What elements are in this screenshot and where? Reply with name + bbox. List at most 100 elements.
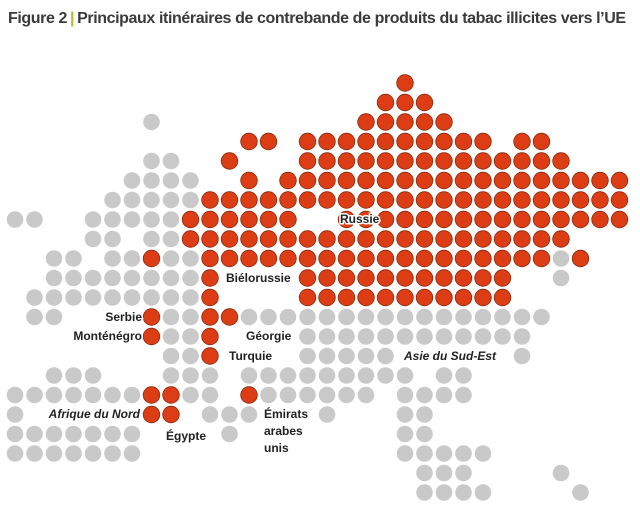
route-dot (337, 269, 356, 287)
route-dot (162, 386, 180, 404)
route-dot (279, 249, 297, 268)
route-dot (513, 230, 531, 248)
land-dot (299, 328, 316, 345)
route-dot (454, 288, 473, 307)
land-dot (416, 464, 433, 482)
land-dot (455, 308, 472, 326)
land-dot (240, 308, 258, 326)
land-dot (474, 445, 492, 462)
route-dot (279, 191, 297, 209)
route-dot (532, 249, 551, 268)
land-dot (84, 445, 102, 462)
land-dot (435, 445, 453, 462)
land-dot (377, 367, 394, 384)
route-dot (279, 230, 297, 248)
land-dot (65, 289, 82, 306)
route-dot (415, 249, 434, 268)
route-dot (435, 269, 453, 287)
land-dot (279, 308, 297, 326)
land-dot (123, 191, 141, 209)
land-dot (533, 308, 550, 326)
route-dot (474, 132, 492, 151)
route-dot (357, 191, 375, 209)
route-dot (454, 210, 473, 229)
land-dot (143, 269, 160, 287)
land-dot (162, 191, 180, 209)
land-dot (299, 308, 316, 326)
land-dot (182, 191, 199, 209)
land-dot (84, 211, 102, 228)
route-dot (298, 269, 317, 287)
route-dot (454, 249, 473, 268)
route-dot (181, 230, 200, 248)
land-dot (416, 445, 433, 462)
route-dot (474, 171, 492, 190)
route-dot (415, 152, 434, 170)
route-dot (532, 171, 551, 190)
route-dot (435, 132, 453, 151)
land-dot (182, 269, 199, 287)
land-dot (26, 308, 43, 326)
label: Émirats arabes unis (264, 406, 308, 455)
route-dot (318, 288, 336, 307)
land-dot (162, 289, 180, 306)
route-dot (357, 132, 375, 151)
land-dot (396, 425, 414, 443)
land-dot (45, 445, 63, 462)
land-dot (455, 464, 472, 482)
label: Asie du Sud-Est (403, 349, 497, 363)
route-dot (298, 288, 317, 307)
land-dot (182, 308, 199, 326)
land-dot (201, 367, 219, 384)
route-dot (532, 191, 551, 209)
land-dot (455, 484, 472, 501)
land-dot (65, 367, 82, 384)
route-dot (513, 249, 531, 268)
route-dot (552, 152, 570, 170)
land-dot (416, 425, 433, 443)
route-dot (454, 132, 473, 151)
land-dot (45, 308, 63, 326)
route-dot (396, 210, 414, 229)
route-dot (298, 132, 317, 151)
route-dot (415, 132, 434, 151)
land-dot (455, 367, 472, 384)
route-dot (513, 171, 531, 190)
land-dot (143, 152, 160, 170)
route-dot (493, 269, 512, 287)
route-dot (337, 152, 356, 170)
route-dot (415, 191, 434, 209)
route-dot (357, 249, 375, 268)
route-dot (610, 191, 629, 209)
route-dot (240, 210, 258, 229)
route-dot (474, 191, 492, 209)
land-dot (338, 347, 355, 365)
land-dot (494, 308, 511, 326)
land-dot (221, 425, 238, 443)
figure-number: Figure 2 (8, 10, 68, 27)
land-dot (474, 484, 492, 501)
land-dot (84, 289, 102, 306)
route-dot (435, 230, 453, 248)
land-dot (435, 484, 453, 501)
route-dot (201, 249, 219, 268)
land-dot (494, 328, 511, 345)
route-dot (259, 191, 278, 209)
land-dot (552, 269, 570, 287)
route-dot (259, 210, 278, 229)
land-dot (299, 347, 316, 365)
route-dot (454, 171, 473, 190)
land-dot (104, 250, 121, 267)
route-dot (415, 113, 434, 131)
land-dot (123, 386, 141, 404)
route-dot (571, 249, 590, 268)
land-dot (162, 308, 180, 326)
route-dot (142, 308, 161, 326)
route-dot (142, 386, 161, 404)
land-dot (65, 250, 82, 267)
route-dot (337, 288, 356, 307)
route-dot (532, 132, 551, 151)
route-dot (357, 113, 375, 131)
land-dot (377, 328, 394, 345)
land-dot (6, 211, 24, 228)
